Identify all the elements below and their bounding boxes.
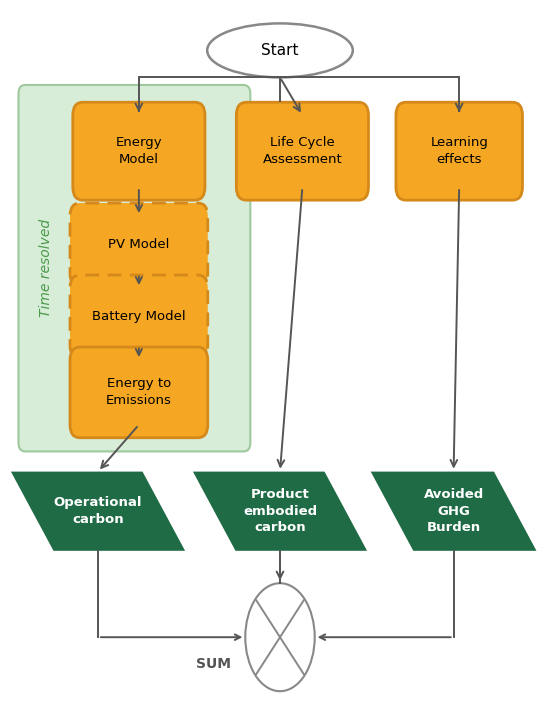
Text: SUM: SUM xyxy=(196,657,231,671)
Text: Avoided
GHG
Burden: Avoided GHG Burden xyxy=(423,488,484,534)
Text: Battery Model: Battery Model xyxy=(92,310,186,323)
Ellipse shape xyxy=(245,583,315,691)
Ellipse shape xyxy=(207,23,353,77)
Text: Energy to
Emissions: Energy to Emissions xyxy=(106,377,172,408)
FancyBboxPatch shape xyxy=(73,102,205,200)
FancyBboxPatch shape xyxy=(70,203,208,287)
Text: PV Model: PV Model xyxy=(108,238,170,251)
FancyBboxPatch shape xyxy=(236,102,368,200)
Text: Product
embodied
carbon: Product embodied carbon xyxy=(243,488,317,534)
Polygon shape xyxy=(371,472,536,551)
FancyBboxPatch shape xyxy=(18,85,250,451)
FancyBboxPatch shape xyxy=(70,347,208,438)
FancyBboxPatch shape xyxy=(70,275,208,359)
Text: Operational
carbon: Operational carbon xyxy=(54,497,142,526)
Text: Start: Start xyxy=(262,43,298,58)
Text: Energy
Model: Energy Model xyxy=(115,136,162,166)
Polygon shape xyxy=(11,472,185,551)
Polygon shape xyxy=(193,472,367,551)
Text: Learning
effects: Learning effects xyxy=(430,136,488,166)
Text: Time resolved: Time resolved xyxy=(39,219,53,318)
Text: Life Cycle
Assessment: Life Cycle Assessment xyxy=(263,136,342,166)
FancyBboxPatch shape xyxy=(396,102,522,200)
